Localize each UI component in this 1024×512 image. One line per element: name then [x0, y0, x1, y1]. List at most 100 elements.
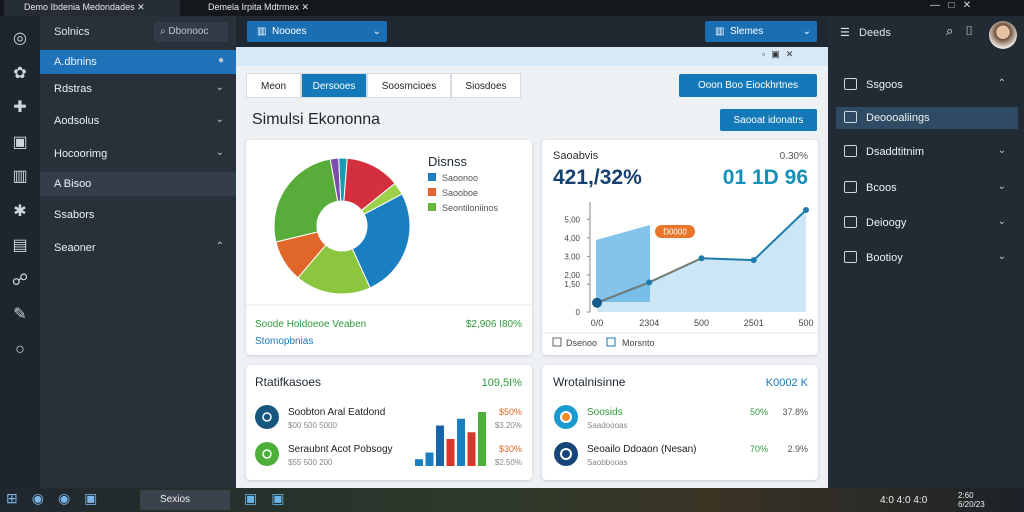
row-name: Soosids	[587, 407, 623, 418]
search-text: Dbonooc	[168, 26, 209, 37]
row-sub-value: 37.8%	[782, 407, 808, 417]
window-controls[interactable]: — □ ✕	[930, 0, 972, 11]
card-value: K0002 K	[766, 377, 809, 389]
pie-slice	[273, 158, 339, 243]
nav-search[interactable]: ⌕ Dbonooc	[154, 22, 228, 42]
nav-item[interactable]: Aodsolus ⌄	[54, 114, 224, 127]
secondary-button[interactable]: Saooat idonatrs	[720, 109, 817, 131]
y-tick-label: 5,00	[564, 215, 580, 224]
bar	[425, 452, 434, 466]
icon	[844, 145, 857, 157]
right-item[interactable]: Deoooaliings	[836, 107, 1018, 129]
bar	[446, 439, 455, 466]
nav-item[interactable]: A.dbnins ●	[40, 50, 236, 74]
legend-label: Saooboe	[442, 188, 478, 198]
legend-label: Saoonoo	[442, 173, 478, 183]
line-point	[698, 255, 705, 262]
right-panel	[828, 16, 1024, 488]
icon	[844, 181, 857, 193]
right-item[interactable]: Bcoos ⌄	[836, 177, 1018, 199]
legend-swatch	[428, 173, 436, 181]
x-tick-label: 500	[798, 318, 813, 328]
row-icon	[255, 405, 279, 429]
list-card	[542, 365, 818, 480]
row-icon-inner	[560, 448, 572, 460]
browser-tab[interactable]: Demo Ibdenia Medondades ✕	[4, 0, 180, 16]
chevron: ⌄	[997, 251, 1006, 262]
line-point	[750, 257, 757, 264]
line-point	[803, 207, 809, 213]
icon	[844, 111, 857, 123]
browser-tab[interactable]: Demela Irpita Mdtrmex ✕	[208, 2, 310, 12]
tab-title: Demo Ibdenia Medondades	[24, 2, 135, 12]
row-value: $30%	[499, 444, 522, 454]
legend-swatch	[552, 337, 562, 347]
chevron: ●	[217, 55, 224, 66]
tab-bar	[0, 0, 1024, 16]
taskbar-icons[interactable]: ▣▣	[244, 490, 299, 506]
chevron: ⌄	[215, 114, 224, 125]
tab[interactable]: Soosmcioes	[367, 73, 451, 98]
avatar[interactable]	[989, 21, 1017, 49]
nav-item[interactable]: A Bisoo	[40, 172, 236, 196]
right-item[interactable]: Bootioy ⌄	[836, 247, 1018, 269]
chevron: ⌃	[215, 241, 224, 252]
row-icon-inner	[262, 449, 272, 459]
window-buttons[interactable]: ▫▣✕	[762, 49, 800, 59]
taskbar-app[interactable]: Sexios	[140, 490, 230, 510]
card-value: 109,5I%	[482, 377, 523, 389]
bar	[467, 432, 476, 466]
nav-item[interactable]: Hocoorimg ⌄	[54, 147, 224, 160]
row-value: $50%	[499, 407, 522, 417]
chevron: ⌄	[215, 82, 224, 93]
nav-item[interactable]: Seaoner ⌃	[54, 241, 224, 254]
sidebar-icons[interactable]: ◎ ✿ ✚ ▣ ▥ ✱ ▤ ☍ ✎ ○	[11, 30, 29, 358]
dropdown-text: Noooes	[272, 26, 307, 37]
row-value: 50%	[750, 407, 768, 417]
taskbar-icons[interactable]: ⊞◉◉▣	[6, 490, 112, 506]
right-icons[interactable]: ⌕ ▯	[946, 23, 975, 38]
legend-swatch	[428, 203, 436, 211]
card-title: Rtatifkasoes	[255, 375, 321, 389]
tab[interactable]: Siosdoes	[451, 73, 521, 98]
tab[interactable]: Dersooes	[301, 73, 367, 98]
row-sub: Saobbooas	[587, 458, 627, 467]
nav-item[interactable]: Ssabors	[54, 209, 95, 221]
big-value: 421,/32%	[553, 166, 642, 189]
footer-label: Soode Holdoeoe Veaben	[255, 319, 366, 330]
legend-swatch	[606, 337, 616, 347]
action-button[interactable]: Ooon Boo Eiockhrtnes	[679, 74, 817, 97]
date: 2:60 6/20/23	[958, 491, 985, 509]
pie-slice	[351, 193, 411, 289]
card-title: Saoabvis	[553, 150, 599, 162]
chevron: ⌄	[997, 181, 1006, 192]
row-sub-value: $2.50%	[495, 458, 522, 467]
x-tick-label: 2501	[744, 318, 764, 328]
legend-label: Morsnto	[622, 338, 655, 348]
nav-item[interactable]: Rdstras ⌄	[54, 82, 224, 95]
page-title: Simulsi Ekononna	[252, 111, 381, 128]
row-value: 70%	[750, 444, 768, 454]
y-tick-label: 3,00	[564, 252, 580, 261]
row-sub-value: 2.9%	[787, 444, 808, 454]
row-icon-inner	[560, 411, 572, 423]
clock: 4:0 4:0 4:0	[880, 495, 928, 506]
y-tick-label: 2,00	[564, 271, 580, 280]
chevron: ⌃	[997, 78, 1006, 89]
tab[interactable]: Meon	[246, 73, 301, 98]
footer-value: $2,906 I80%	[466, 319, 522, 330]
right-item[interactable]: Deioogy ⌄	[836, 212, 1018, 234]
legend-label: Seontiloniinos	[442, 203, 499, 213]
dropdown[interactable]: ▥ Noooes ⌄	[247, 21, 387, 42]
right-item[interactable]: Dsaddtitnim ⌄	[836, 141, 1018, 163]
annotation: D0000	[663, 228, 687, 237]
annotation-pill	[655, 225, 695, 238]
dropdown[interactable]: ▥ Slemes ⌄	[705, 21, 817, 42]
nav-title: Solnics	[54, 26, 90, 38]
right-item[interactable]: Ssgoos ⌃	[836, 74, 1018, 96]
row-name: Soobton Aral Eatdond	[288, 407, 385, 418]
window-strip	[236, 47, 828, 66]
